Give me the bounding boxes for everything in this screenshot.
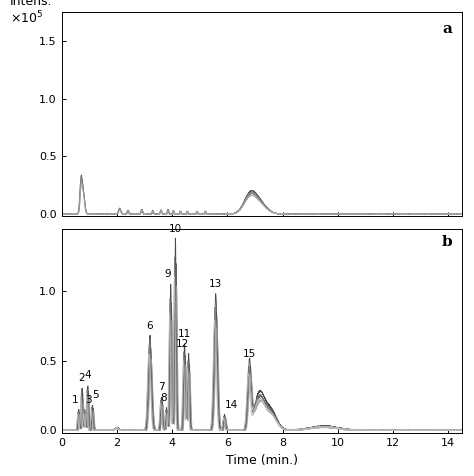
Text: $\times$10$^5$: $\times$10$^5$ xyxy=(9,10,43,26)
X-axis label: Time (min.): Time (min.) xyxy=(226,454,298,466)
Text: 13: 13 xyxy=(209,279,222,289)
Text: 1: 1 xyxy=(72,396,79,406)
Text: 7: 7 xyxy=(158,382,165,392)
Text: 12: 12 xyxy=(175,339,189,349)
Text: b: b xyxy=(441,235,452,249)
Text: 4: 4 xyxy=(84,370,91,380)
Text: 8: 8 xyxy=(160,393,166,403)
Text: 6: 6 xyxy=(146,321,153,331)
Text: 5: 5 xyxy=(92,390,99,400)
Text: 2: 2 xyxy=(79,373,85,383)
Text: 9: 9 xyxy=(164,269,171,279)
Text: 10: 10 xyxy=(169,224,182,234)
Text: 15: 15 xyxy=(243,349,256,359)
Text: 14: 14 xyxy=(225,400,238,410)
Text: 11: 11 xyxy=(178,329,191,339)
Text: Intens.: Intens. xyxy=(9,0,52,8)
Text: 3: 3 xyxy=(85,395,91,405)
Text: a: a xyxy=(442,22,452,36)
